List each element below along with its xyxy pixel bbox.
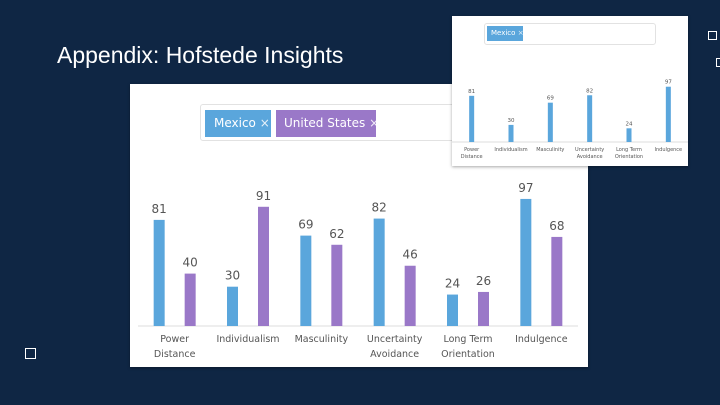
category-label: Uncertainty [575,147,604,153]
bar-value-label: 30 [225,269,240,283]
bar-value-label: 69 [298,218,313,232]
country-tag-mexico[interactable]: Mexico × [205,110,271,137]
bar-mexico[interactable] [447,294,458,326]
bullet-square-icon [708,31,717,40]
bar-value-label: 82 [372,201,387,215]
bar-mexico[interactable] [227,286,238,326]
bar-value-label: 81 [468,89,475,95]
hofstede-comparison-chart: 81 40 Power Distance 30 91 Individualism 69 62 Ma… [138,181,578,360]
category-label: Indulgence [515,334,568,345]
country-tag-label: Mexico [214,116,256,130]
bar-mexico[interactable] [626,128,632,142]
bar-mexico[interactable] [469,95,475,142]
category-label: Individualism [216,334,279,345]
bullet-square-icon [716,58,720,67]
bar-mexico[interactable] [508,124,514,142]
country-tag-mexico[interactable]: Mexico × [487,26,524,41]
category-label: Individualism [494,147,527,153]
country-tag-label: United States [284,116,366,130]
bar-united-states[interactable] [258,206,269,326]
category-label: Avoidance [577,154,603,160]
bar-value-label: 24 [626,121,633,127]
bar-value-label: 81 [152,202,167,216]
category-label: Orientation [441,349,495,360]
bar-mexico[interactable] [300,235,312,326]
category-label: Long Term [443,334,492,345]
category-label: Long Term [616,147,642,153]
category-label: Uncertainty [367,334,423,345]
slide-title: Appendix: Hofstede Insights [57,42,344,68]
bar-value-label: 30 [508,118,515,124]
bar-united-states[interactable] [404,265,416,326]
bar-value-label: 46 [403,248,418,262]
category-label: Distance [154,349,196,360]
category-label: Distance [461,154,483,160]
category-label: Avoidance [370,349,419,360]
bar-value-label: 97 [518,181,533,195]
remove-tag-icon[interactable]: × [369,116,380,130]
bar-value-label: 69 [547,96,554,102]
category-label: Indulgence [655,147,683,153]
category-label: Power [160,334,189,345]
country-tag-label: Mexico [491,29,516,37]
category-label: Masculinity [536,147,564,153]
bar-value-label: 26 [476,274,491,288]
bar-united-states[interactable] [331,244,343,326]
category-label: Power [464,147,480,153]
remove-tag-icon[interactable]: × [517,29,524,37]
bar-value-label: 24 [445,277,460,291]
bar-value-label: 91 [256,189,271,203]
bar-value-label: 62 [329,227,344,241]
bar-united-states[interactable] [478,291,489,326]
bar-united-states[interactable] [551,236,563,326]
bar-value-label: 40 [183,256,198,270]
bullet-square-icon [25,348,36,359]
bar-value-label: 97 [665,80,672,86]
bar-mexico[interactable] [373,218,385,326]
mexico-screenshot: Mexico × 81 Power Distance 30 Individualism 6… [452,16,688,166]
category-label: Masculinity [295,334,349,345]
country-tag-united-states[interactable]: United States × [276,110,380,137]
bar-mexico[interactable] [547,102,553,142]
bar-united-states[interactable] [184,273,196,326]
country-filter-box[interactable] [484,23,656,45]
bar-mexico[interactable] [153,219,165,326]
bar-value-label: 82 [586,88,593,94]
bar-mexico[interactable] [587,95,593,142]
remove-tag-icon[interactable]: × [259,116,270,130]
bar-value-label: 68 [549,219,564,233]
category-label: Orientation [615,154,643,160]
bar-mexico[interactable] [520,198,532,326]
bar-mexico[interactable] [665,86,671,142]
